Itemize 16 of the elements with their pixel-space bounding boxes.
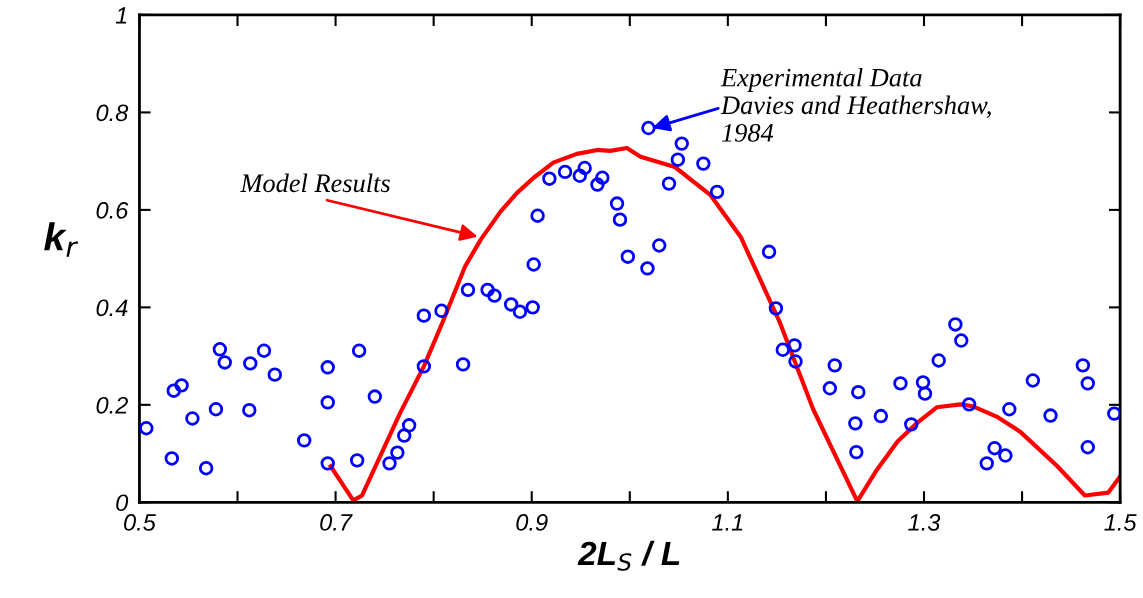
y-tick-label: 1 <box>115 7 127 24</box>
x-tick-label: 0.7 <box>320 514 353 531</box>
y-tick-label: 0 <box>116 494 129 512</box>
x-tick-label: 1.3 <box>908 514 941 531</box>
x-tick-label: 1.5 <box>1104 514 1137 531</box>
y-tick-label: 0.8 <box>96 104 129 122</box>
y-tick-label: 0.4 <box>96 299 128 317</box>
x-tick-label: 1.1 <box>712 514 743 531</box>
y-tick-label: 0.6 <box>96 201 129 219</box>
x-tick-label: 0.5 <box>124 514 156 531</box>
y-tick-label: 0.2 <box>96 396 128 414</box>
annotation: Experimental Data Davies and Heathershaw, 1984 <box>720 67 991 142</box>
annotation: Model Results <box>240 173 390 193</box>
x-tick-label: 0.9 <box>516 514 548 531</box>
y-axis-title: k$_{r}$ <box>44 222 79 257</box>
x-axis-title: 2L$_{S}$ / L <box>577 540 680 571</box>
